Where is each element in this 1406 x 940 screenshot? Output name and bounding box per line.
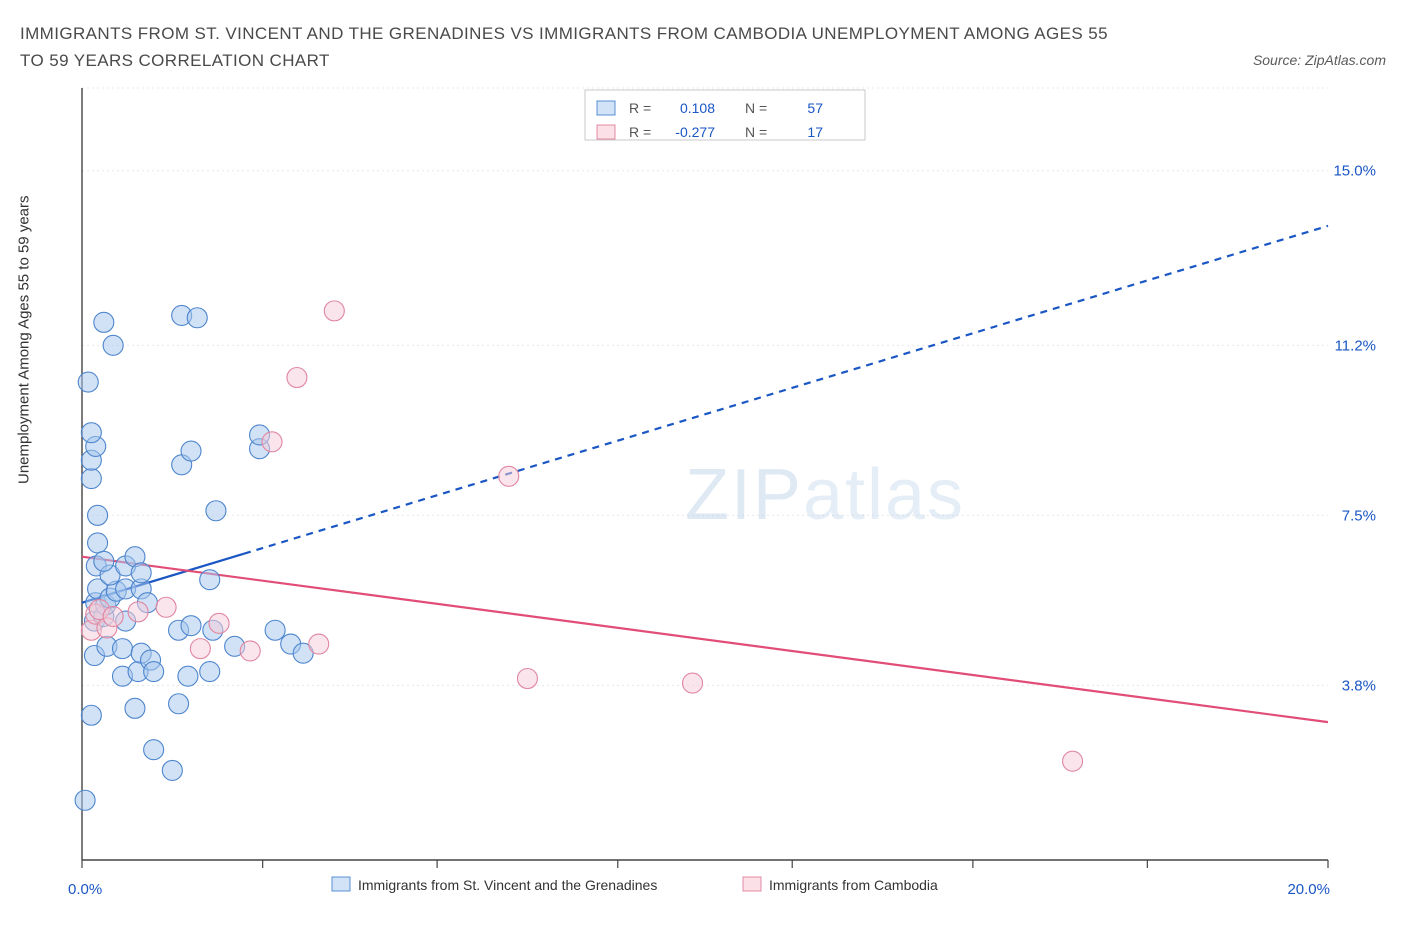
point-series-a [94,313,114,333]
point-series-b [517,669,537,689]
point-series-b [156,598,176,618]
point-series-b [128,602,148,622]
stats-r-value: -0.277 [675,124,715,140]
point-series-a [75,791,95,811]
point-series-a [181,616,201,636]
point-series-b [240,641,260,661]
point-series-a [81,423,101,443]
point-series-b [1063,752,1083,772]
point-series-a [200,570,220,590]
point-series-a [94,552,114,572]
point-series-a [178,667,198,687]
stats-r-value: 0.108 [680,100,715,116]
y-tick: 15.0% [1333,163,1376,180]
legend-swatch [332,877,350,891]
stats-swatch [597,125,615,139]
legend-swatch [743,877,761,891]
point-series-b [287,368,307,388]
x-tick-min: 0.0% [68,881,102,898]
chart-header: IMMIGRANTS FROM ST. VINCENT AND THE GREN… [20,20,1386,74]
point-series-a [169,694,189,714]
chart-source: Source: ZipAtlas.com [1253,52,1386,74]
trend-line-series-b [82,557,1328,722]
stats-swatch [597,101,615,115]
chart-title: IMMIGRANTS FROM ST. VINCENT AND THE GREN… [20,20,1110,74]
point-series-b [324,301,344,321]
y-axis-label: Unemployment Among Ages 55 to 59 years [16,195,33,484]
point-series-b [499,467,519,487]
legend-label: Immigrants from St. Vincent and the Gren… [358,877,657,893]
watermark: ZIPatlas [685,455,965,535]
point-series-a [144,740,164,760]
point-series-b [683,673,703,693]
stats-box [585,90,865,140]
point-series-a [144,662,164,682]
stats-n-label: N = [745,124,767,140]
stats-n-value: 57 [807,100,823,116]
point-series-b [209,614,229,634]
point-series-b [262,432,282,452]
stats-n-label: N = [745,100,767,116]
point-series-a [112,639,132,659]
point-series-a [131,563,151,583]
point-series-a [103,336,123,356]
point-series-a [187,308,207,328]
point-series-a [181,441,201,461]
point-series-a [206,501,226,521]
point-series-b [309,634,329,654]
x-tick-max: 20.0% [1287,881,1330,898]
point-series-a [88,533,108,553]
point-series-a [78,372,98,392]
legend-label: Immigrants from Cambodia [769,877,938,893]
point-series-b [190,639,210,659]
point-series-a [200,662,220,682]
y-tick: 11.2% [1335,338,1376,355]
stats-r-label: R = [629,124,651,140]
y-tick: 3.8% [1342,678,1376,695]
point-series-b [103,607,123,627]
point-series-a [81,706,101,726]
chart-container: Unemployment Among Ages 55 to 59 years Z… [20,80,1386,920]
stats-r-label: R = [629,100,651,116]
point-series-a [162,761,182,781]
point-series-a [88,506,108,526]
point-series-a [81,469,101,489]
point-series-a [265,621,285,641]
scatter-chart: ZIPatlas 0.0% 20.0% 3.8% 7.5% 11.2% 15.0% R = 0.… [20,80,1386,920]
stats-n-value: 17 [807,124,823,140]
y-tick: 7.5% [1342,508,1376,525]
point-series-a [125,699,145,719]
